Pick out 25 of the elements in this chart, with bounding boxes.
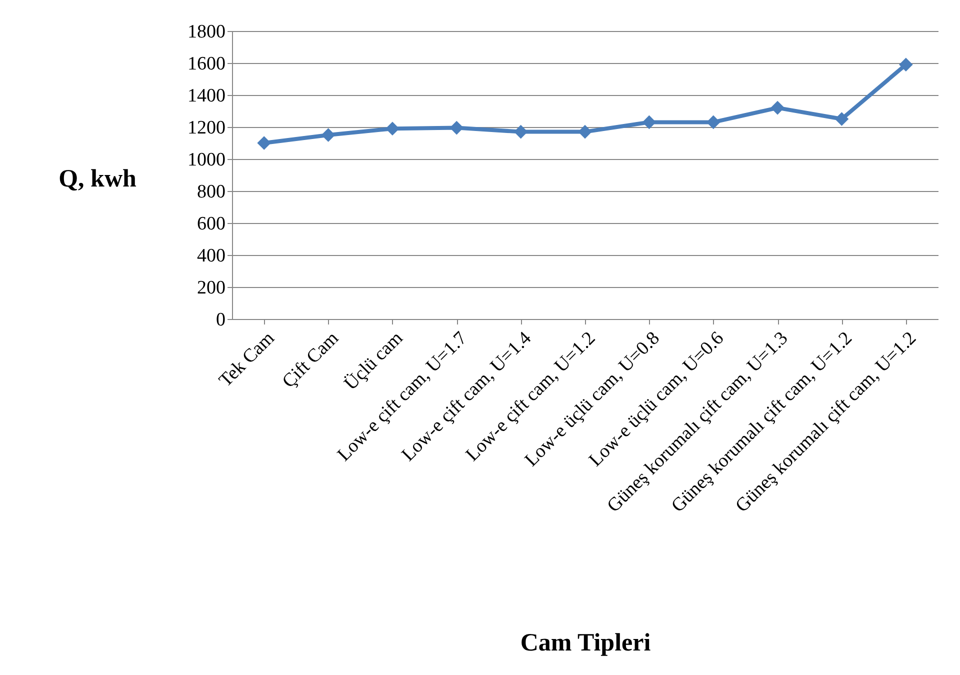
- y-tick-label: 800: [197, 182, 226, 202]
- point: [514, 124, 528, 139]
- y-tick-label: 1600: [188, 54, 226, 74]
- y-tick-label: 400: [197, 246, 226, 266]
- y-tick-label: 1000: [188, 150, 226, 170]
- y-tick-label: 1800: [188, 22, 226, 42]
- x-tick-label: Çift Cam: [278, 328, 344, 392]
- y-tick-label: 1400: [188, 86, 226, 106]
- y-tick-label: 1200: [188, 118, 226, 138]
- point: [899, 58, 913, 72]
- point: [386, 122, 400, 136]
- y-tick-label: 200: [197, 278, 226, 298]
- y-tick-label: 0: [216, 310, 226, 330]
- point: [450, 120, 464, 135]
- point: [770, 100, 784, 115]
- x-axis-title: Cam Tipleri: [520, 630, 651, 656]
- point: [642, 115, 656, 130]
- point: [578, 124, 592, 139]
- x-tick-label: Tek Cam: [215, 328, 279, 392]
- point: [257, 136, 271, 150]
- point: [706, 115, 720, 130]
- point: [321, 128, 336, 142]
- y-axis-title: Q, kwh: [58, 166, 136, 192]
- y-tick-label: 600: [197, 214, 226, 234]
- point: [834, 112, 849, 126]
